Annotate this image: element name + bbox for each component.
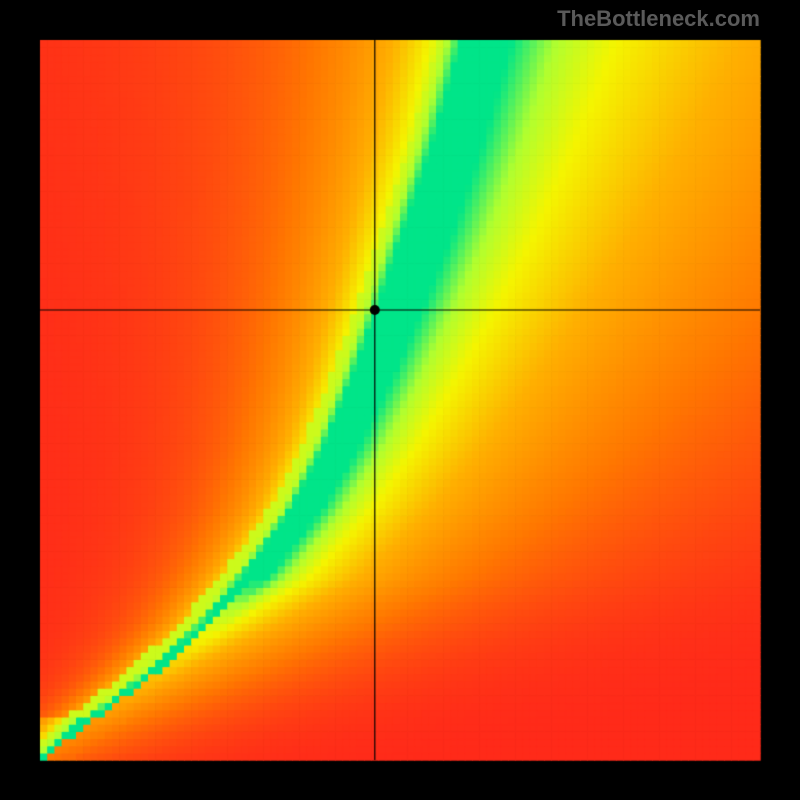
bottleneck-heatmap [0, 0, 800, 800]
chart-container: TheBottleneck.com [0, 0, 800, 800]
watermark-text: TheBottleneck.com [557, 6, 760, 32]
